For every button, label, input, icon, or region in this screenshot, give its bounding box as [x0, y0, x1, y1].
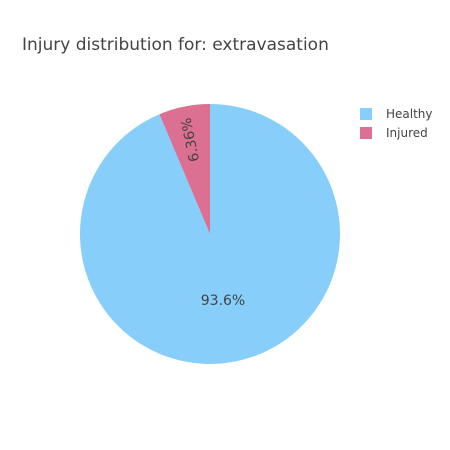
pie-slice-injured	[159, 104, 210, 234]
chart-title: Injury distribution for: extravasation	[22, 35, 329, 55]
legend-label-healthy[interactable]: Healthy	[386, 107, 433, 121]
legend-swatch-injured[interactable]	[360, 127, 372, 139]
slice-label-healthy: 93.6%	[201, 293, 245, 309]
pie-slice-healthy	[80, 104, 341, 365]
pie-slices	[80, 104, 341, 365]
legend-swatch-healthy[interactable]	[360, 108, 372, 120]
legend-label-injured[interactable]: Injured	[386, 126, 428, 140]
legend: Healthy Injured	[360, 107, 433, 140]
